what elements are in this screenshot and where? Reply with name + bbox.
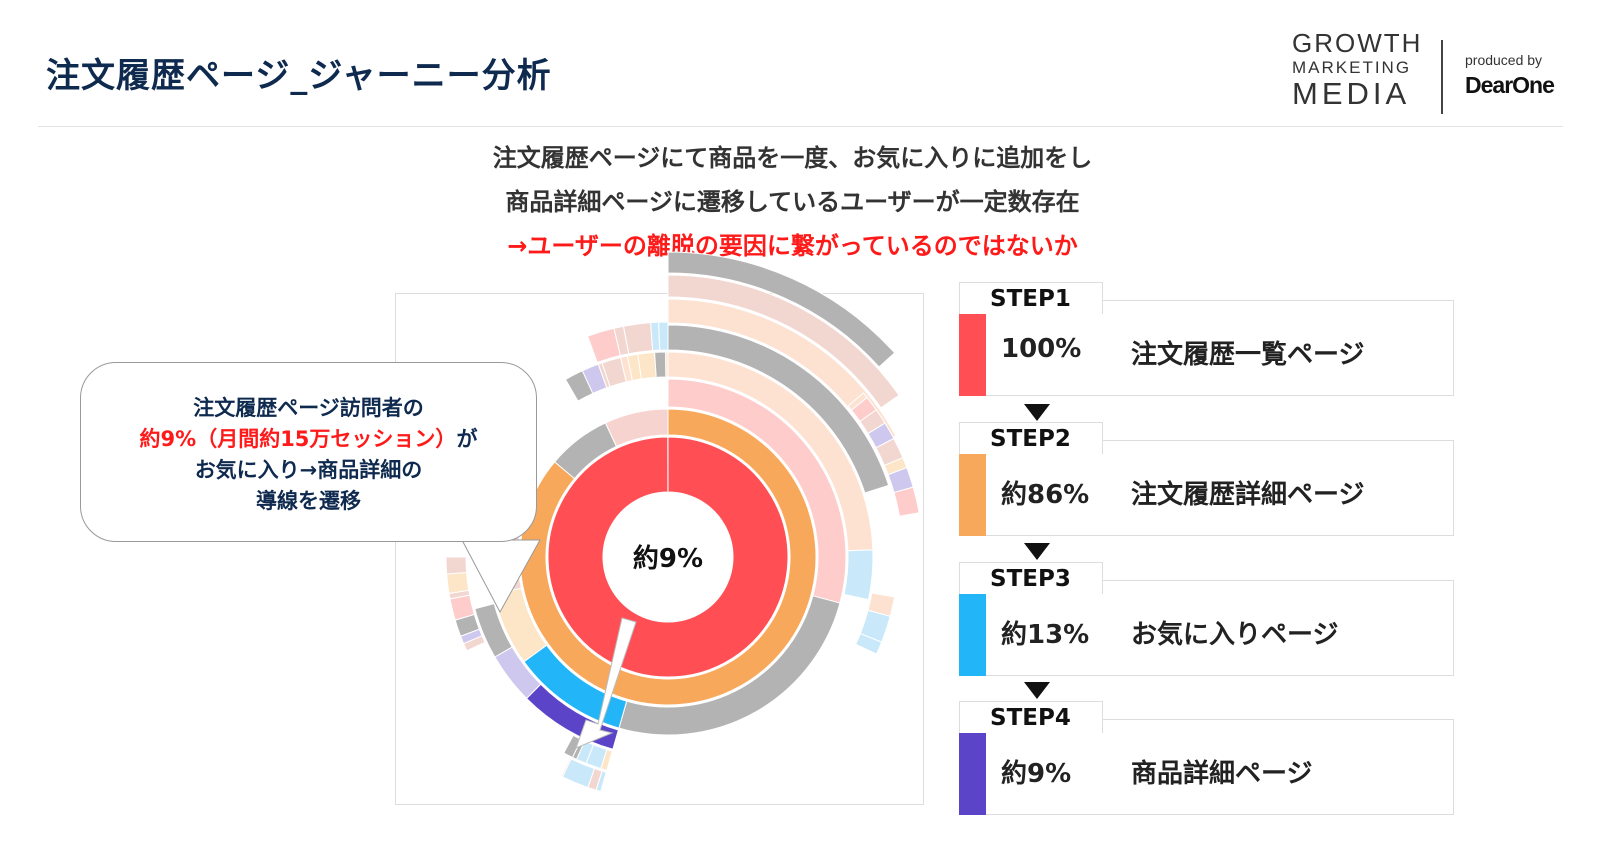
ring-segment xyxy=(446,571,470,595)
ring-segment xyxy=(654,351,667,378)
path-arrow xyxy=(575,617,637,749)
logo-divider xyxy=(1441,40,1443,114)
ring-segment xyxy=(854,643,878,655)
ring-segment xyxy=(893,486,920,517)
ring-segment xyxy=(665,351,669,378)
step-3: STEP3 約13% お気に入りページ xyxy=(959,562,1454,676)
down-triangle-icon xyxy=(1024,682,1050,699)
page-title: 注文履歴ページ_ジャーニー分析 xyxy=(46,56,552,96)
growth-marketing-media-logo: GROWTH MARKETING MEDIA xyxy=(1292,28,1423,111)
header-divider xyxy=(38,126,1563,127)
ring-segment xyxy=(622,322,654,355)
callout-bubble: 注文履歴ページ訪問者の 約9%（月間約15万セッション）が お気に入り→商品詳細… xyxy=(80,362,537,542)
ring-segment xyxy=(843,549,874,601)
ring-segment xyxy=(658,321,669,351)
dearone-logo: DearOne xyxy=(1465,72,1555,98)
message-line-2: 商品詳細ページに遷移しているユーザーが一定数存在 xyxy=(505,188,1080,216)
ring-segment xyxy=(637,351,657,380)
step-color-bar xyxy=(959,454,986,536)
ring-step1 xyxy=(547,436,789,678)
produced-by-label: produced by xyxy=(1465,52,1543,68)
step-2: STEP2 約86% 注文履歴詳細ページ xyxy=(959,422,1454,536)
ring-segment xyxy=(560,757,572,778)
ring-segment xyxy=(445,556,468,575)
ring-step2 xyxy=(519,408,817,706)
sunburst-center-label: 約9% xyxy=(632,544,704,574)
down-triangle-icon xyxy=(1024,404,1050,421)
chart-frame xyxy=(395,293,924,805)
step-color-bar xyxy=(959,314,986,396)
down-triangle-icon xyxy=(1024,543,1050,560)
message-conclusion: →ユーザーの離脱の要因に繋がっているのではないか xyxy=(507,232,1078,260)
ring-segment xyxy=(604,408,669,448)
ring-exit xyxy=(474,602,513,658)
ring-segment xyxy=(667,251,896,368)
message-line-1: 注文履歴ページにて商品を一度、お気に入りに追加をし xyxy=(492,144,1093,172)
step-1: STEP1 100% 注文履歴一覧ページ xyxy=(959,282,1454,396)
ring-segment xyxy=(667,274,900,409)
step-color-bar xyxy=(959,594,986,676)
step-color-bar xyxy=(959,733,986,815)
ring-segment xyxy=(667,324,890,494)
step-4: STEP4 約9% 商品詳細ページ xyxy=(959,701,1454,815)
